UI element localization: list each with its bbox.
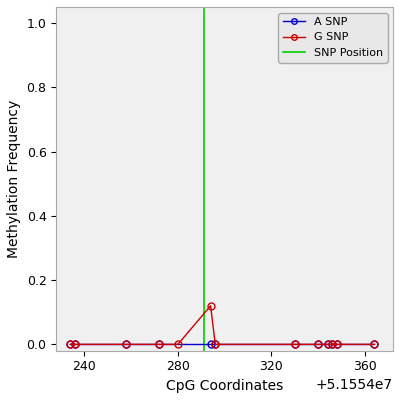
Legend: A SNP, G SNP, SNP Position: A SNP, G SNP, SNP Position — [278, 12, 388, 62]
Y-axis label: Methylation Frequency: Methylation Frequency — [7, 100, 21, 258]
X-axis label: CpG Coordinates: CpG Coordinates — [166, 379, 283, 393]
